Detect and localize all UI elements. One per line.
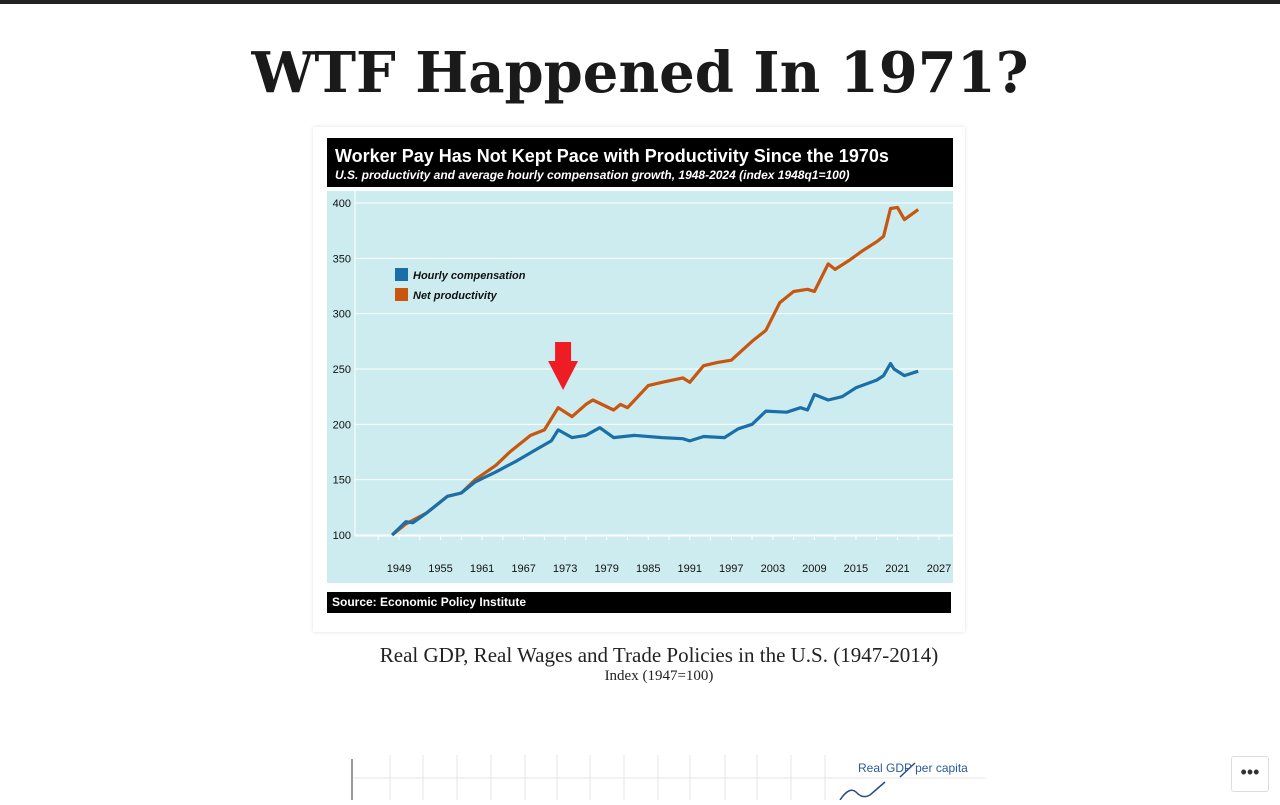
x-tick-label: 1991 [678, 563, 702, 575]
x-tick-label: 2003 [761, 563, 785, 575]
more-options-button[interactable]: ••• [1231, 756, 1269, 792]
y-tick-label: 250 [333, 364, 351, 376]
x-tick-label: 2009 [802, 563, 826, 575]
legend-label: Hourly compensation [413, 270, 526, 282]
y-tick-label: 100 [333, 530, 351, 542]
y-tick-label: 400 [333, 198, 351, 210]
figure2-title: Real GDP, Real Wages and Trade Policies … [379, 643, 939, 667]
figure2-subtitle: Index (1947=100) [604, 668, 714, 684]
series-line-hourly-compensation [390, 361, 919, 537]
y-tick-label: 200 [333, 419, 351, 431]
series-label-real-gdp: Real GDP per capita [858, 761, 968, 775]
chart-header: Worker Pay Has Not Kept Pace with Produc… [327, 138, 953, 187]
x-tick-label: 1973 [553, 563, 577, 575]
chart-source: Source: Economic Policy Institute [327, 592, 951, 613]
x-tick-label: 1955 [428, 563, 452, 575]
x-tick-label: 1949 [387, 563, 411, 575]
chart-subtitle: U.S. productivity and average hourly com… [335, 168, 850, 182]
chart-title: Worker Pay Has Not Kept Pace with Produc… [335, 146, 889, 166]
x-tick-label: 2015 [844, 563, 868, 575]
x-tick-label: 1985 [636, 563, 660, 575]
x-tick-label: 1961 [470, 563, 494, 575]
red-arrow-icon [548, 342, 579, 390]
legend-swatch [395, 268, 408, 281]
gdp-wages-chart: Real GDP per capita [345, 755, 985, 801]
top-border [0, 0, 1280, 4]
x-tick-label: 1997 [719, 563, 743, 575]
legend-swatch [395, 288, 408, 301]
x-tick-label: 2027 [927, 563, 951, 575]
x-tick-label: 2021 [885, 563, 909, 575]
x-tick-label: 1979 [594, 563, 618, 575]
y-tick-label: 350 [333, 253, 351, 265]
plot-area: 100 150 200 250 300 350 400 1949 1955 1961 1967 197… [327, 191, 953, 583]
x-tick-label: 1967 [511, 563, 535, 575]
line-chart: 100 150 200 250 300 350 400 1949 1955 1961 1967 197… [333, 191, 953, 575]
legend-label: Net productivity [413, 290, 498, 302]
series-line-net-productivity [391, 205, 920, 537]
productivity-chart-image: Worker Pay Has Not Kept Pace with Produc… [313, 127, 965, 632]
y-tick-label: 300 [333, 309, 351, 321]
page-title: WTF Happened In 1971? [251, 40, 1029, 106]
y-tick-label: 150 [333, 475, 351, 487]
